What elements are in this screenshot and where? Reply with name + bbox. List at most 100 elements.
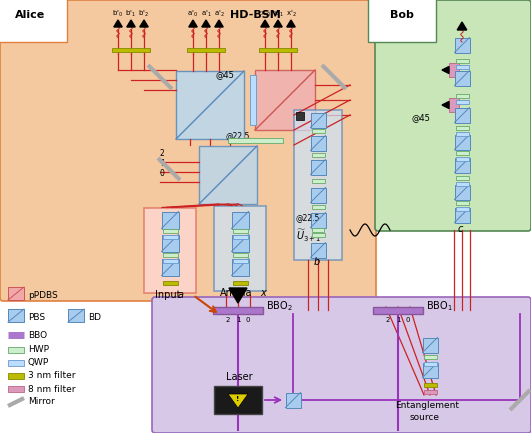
Text: 0: 0: [246, 317, 251, 323]
Bar: [455, 184, 469, 200]
Bar: [456, 151, 468, 155]
Text: 2: 2: [160, 149, 165, 158]
Text: source: source: [410, 413, 440, 422]
Bar: [456, 182, 468, 186]
Bar: [455, 135, 469, 149]
Polygon shape: [261, 20, 269, 27]
FancyBboxPatch shape: [0, 0, 376, 301]
Text: x: x: [260, 288, 266, 297]
Bar: [199, 146, 257, 204]
Bar: [232, 259, 249, 275]
Bar: [311, 242, 326, 258]
Bar: [455, 158, 469, 172]
Text: Input: Input: [155, 290, 181, 300]
Bar: [311, 159, 326, 174]
Bar: [161, 235, 178, 252]
Polygon shape: [189, 20, 197, 27]
Bar: [233, 253, 247, 257]
Bar: [311, 136, 326, 151]
Bar: [233, 281, 247, 285]
Text: x$'_0$: x$'_0$: [260, 9, 270, 19]
Bar: [8, 347, 24, 353]
Polygon shape: [114, 20, 122, 27]
Bar: [311, 187, 326, 203]
Text: a$'_0$: a$'_0$: [187, 9, 199, 19]
Polygon shape: [274, 20, 282, 27]
Text: c: c: [458, 224, 464, 234]
Polygon shape: [457, 22, 467, 30]
Text: Laser: Laser: [226, 372, 253, 382]
Text: 3 nm filter: 3 nm filter: [28, 372, 75, 381]
Text: 1: 1: [236, 317, 241, 323]
Bar: [456, 126, 468, 130]
Polygon shape: [140, 20, 148, 27]
Polygon shape: [442, 67, 449, 74]
Bar: [286, 392, 301, 407]
Text: a: a: [178, 290, 184, 300]
Bar: [214, 386, 262, 414]
Bar: [8, 309, 24, 322]
Bar: [68, 309, 84, 322]
Bar: [456, 132, 468, 136]
Text: !: !: [236, 396, 239, 402]
Bar: [424, 362, 436, 366]
Bar: [373, 307, 423, 313]
Text: QWP: QWP: [28, 359, 49, 368]
Text: Bob: Bob: [390, 10, 414, 20]
Bar: [424, 390, 436, 394]
Bar: [455, 207, 469, 223]
Text: BBO$_1$: BBO$_1$: [426, 299, 453, 313]
Bar: [213, 307, 263, 313]
Bar: [312, 233, 324, 237]
Bar: [8, 386, 24, 392]
Polygon shape: [127, 20, 135, 27]
Polygon shape: [287, 20, 295, 27]
Text: 2: 2: [386, 317, 390, 323]
Bar: [112, 48, 150, 52]
Text: Entanglement: Entanglement: [395, 401, 459, 410]
Polygon shape: [229, 288, 247, 303]
Bar: [8, 360, 24, 366]
Bar: [312, 205, 324, 209]
Bar: [162, 281, 177, 285]
Bar: [294, 110, 342, 260]
Text: 0: 0: [160, 169, 165, 178]
Bar: [311, 113, 326, 127]
Bar: [232, 211, 249, 229]
Bar: [144, 207, 196, 293]
Text: PBS: PBS: [28, 313, 45, 321]
Bar: [424, 383, 436, 387]
Bar: [456, 201, 468, 205]
Bar: [162, 235, 177, 239]
Text: b$'_2$: b$'_2$: [139, 9, 150, 19]
Polygon shape: [202, 20, 210, 27]
Bar: [449, 98, 459, 112]
Bar: [187, 48, 225, 52]
Text: Mirror: Mirror: [28, 397, 55, 407]
Bar: [423, 337, 438, 352]
Text: @45: @45: [412, 113, 431, 122]
Bar: [259, 48, 297, 52]
Polygon shape: [215, 20, 223, 27]
Text: BD: BD: [88, 313, 101, 321]
Bar: [423, 362, 438, 378]
Bar: [456, 65, 468, 69]
Bar: [227, 138, 282, 142]
Bar: [456, 207, 468, 211]
Bar: [176, 71, 244, 139]
Bar: [311, 213, 326, 227]
Bar: [233, 229, 247, 233]
Text: a$'_2$: a$'_2$: [213, 9, 225, 19]
Text: x$'_1$: x$'_1$: [272, 9, 284, 19]
Text: BBO: BBO: [28, 330, 47, 339]
Bar: [456, 157, 468, 161]
Bar: [312, 228, 324, 232]
Text: 8 nm filter: 8 nm filter: [28, 385, 75, 394]
Bar: [162, 259, 177, 263]
Text: $\widetilde{U}_{3+1}$: $\widetilde{U}_{3+1}$: [296, 227, 322, 244]
Bar: [312, 129, 324, 133]
Bar: [456, 59, 468, 63]
Text: BBO$_2$: BBO$_2$: [266, 299, 293, 313]
Text: b$'_0$: b$'_0$: [113, 9, 124, 19]
Text: 1: 1: [396, 317, 400, 323]
